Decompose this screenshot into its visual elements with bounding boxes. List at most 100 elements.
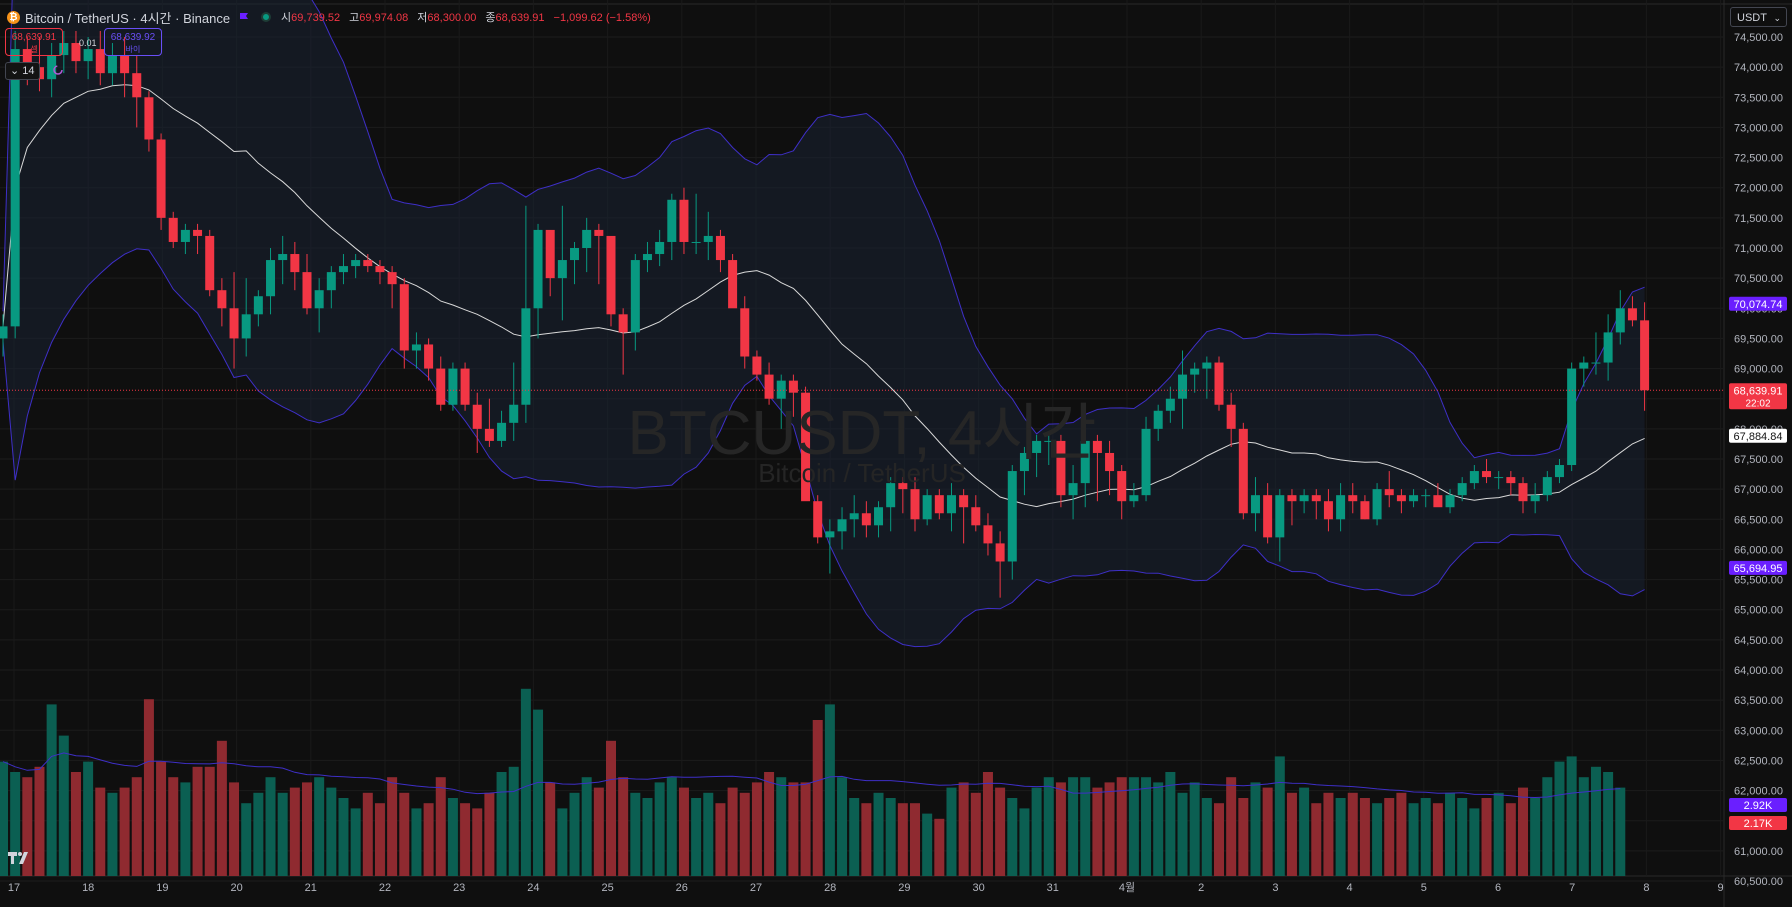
- candle-body: [557, 260, 567, 279]
- candle-body: [874, 507, 884, 526]
- open-value: 69,739.52: [291, 12, 341, 24]
- x-axis-tick-label: 20: [230, 882, 242, 894]
- volume-bar: [666, 777, 677, 876]
- candle-body: [764, 374, 774, 399]
- candle-body: [290, 254, 300, 273]
- volume-bar: [1323, 792, 1334, 876]
- volume-bar: [1481, 798, 1492, 876]
- candle: [484, 398, 494, 447]
- candle-body: [776, 380, 786, 399]
- candle-body: [1275, 495, 1285, 538]
- volume-bar: [1590, 766, 1601, 876]
- candle: [1141, 416, 1151, 502]
- x-axis-tick-label: 19: [156, 882, 168, 894]
- volume-bar: [1615, 787, 1626, 876]
- candle: [1299, 489, 1309, 514]
- volume-price-label-bg: [1729, 798, 1787, 812]
- symbol-title[interactable]: Bitcoin / TetherUS · 4시간 · Binance: [25, 10, 231, 26]
- y-axis-tick-label: 65,000.00: [1734, 605, 1783, 617]
- flag-icon[interactable]: [239, 12, 249, 22]
- candle-body: [83, 49, 93, 62]
- candle-body: [946, 495, 956, 514]
- candle-body: [691, 241, 701, 243]
- candle-body: [1518, 483, 1528, 502]
- candle: [983, 513, 993, 556]
- candle: [1044, 434, 1054, 466]
- currency-select[interactable]: USDT ⌄: [1730, 7, 1787, 27]
- candle: [1542, 471, 1552, 502]
- volume-bar: [1128, 777, 1139, 876]
- candle-body: [1542, 477, 1552, 496]
- volume-bar: [1031, 787, 1042, 876]
- candle: [10, 30, 20, 339]
- y-axis-tick-label: 62,000.00: [1734, 786, 1783, 798]
- candle: [910, 477, 920, 532]
- candle: [326, 266, 336, 309]
- candle: [1214, 356, 1224, 411]
- candle-body: [1348, 495, 1358, 502]
- x-axis-tick-label: 27: [750, 882, 762, 894]
- candles: [0, 30, 1650, 598]
- x-axis-tick-label: 7: [1569, 882, 1575, 894]
- candle-body: [1007, 471, 1017, 562]
- candle-body: [71, 43, 81, 62]
- buy-button[interactable]: 68,639.92 바이: [104, 28, 162, 56]
- candle-body: [448, 368, 458, 405]
- tradingview-logo-icon[interactable]: [7, 850, 33, 866]
- candle-body: [1433, 495, 1443, 508]
- candle: [788, 374, 798, 417]
- candle-body: [594, 229, 604, 236]
- volume-bar: [861, 803, 872, 876]
- candle: [1567, 362, 1577, 472]
- volume-bar: [58, 735, 69, 876]
- candle-body: [132, 73, 142, 98]
- candle-body: [1640, 320, 1650, 391]
- x-axis-tick-label: 3: [1272, 882, 1278, 894]
- volume-bar: [1530, 798, 1541, 876]
- indicator-count: 14: [22, 65, 35, 77]
- volume-bar: [119, 787, 130, 876]
- candle: [1579, 356, 1589, 387]
- candle-body: [1554, 465, 1564, 478]
- basis-price-label: 67,884.84: [1729, 428, 1787, 443]
- candle: [606, 235, 616, 327]
- y-axis-tick-label: 70,500.00: [1734, 273, 1783, 285]
- bollinger-lower-band: [2, 248, 1645, 648]
- market-status-icon[interactable]: [261, 12, 272, 22]
- candle: [472, 392, 482, 453]
- candle: [813, 495, 823, 544]
- volume-bar: [1080, 777, 1091, 876]
- candle: [120, 37, 130, 98]
- volume-bar: [824, 704, 835, 876]
- candle: [1105, 440, 1115, 496]
- x-axis-tick-label: 23: [453, 882, 465, 894]
- candle: [971, 495, 981, 532]
- volume-bar: [338, 798, 349, 876]
- candle-body: [1141, 428, 1151, 496]
- indicator-toggle[interactable]: ⌄ 14: [5, 62, 40, 80]
- candle: [83, 37, 93, 80]
- candle: [1165, 386, 1175, 423]
- candle-body: [326, 272, 336, 291]
- candle-body: [22, 49, 32, 68]
- candle: [1056, 434, 1066, 508]
- volume-bar: [1274, 756, 1285, 876]
- candle: [922, 489, 932, 526]
- candle: [752, 350, 762, 381]
- candle: [436, 356, 446, 411]
- candle-body: [922, 495, 932, 520]
- volume-bar: [1347, 792, 1358, 876]
- volume-ma-price-label-bg: [1729, 816, 1787, 830]
- candle-body: [278, 254, 288, 261]
- volume-bar: [143, 699, 154, 876]
- chevron-down-icon: ⌄: [10, 65, 20, 77]
- volume-bar: [289, 787, 300, 876]
- candle-body: [59, 43, 69, 56]
- candle: [959, 489, 969, 544]
- candle: [1457, 477, 1467, 502]
- candle-body: [728, 260, 738, 309]
- sell-button[interactable]: 68,639.91 셀: [5, 28, 63, 56]
- candle: [1591, 332, 1601, 375]
